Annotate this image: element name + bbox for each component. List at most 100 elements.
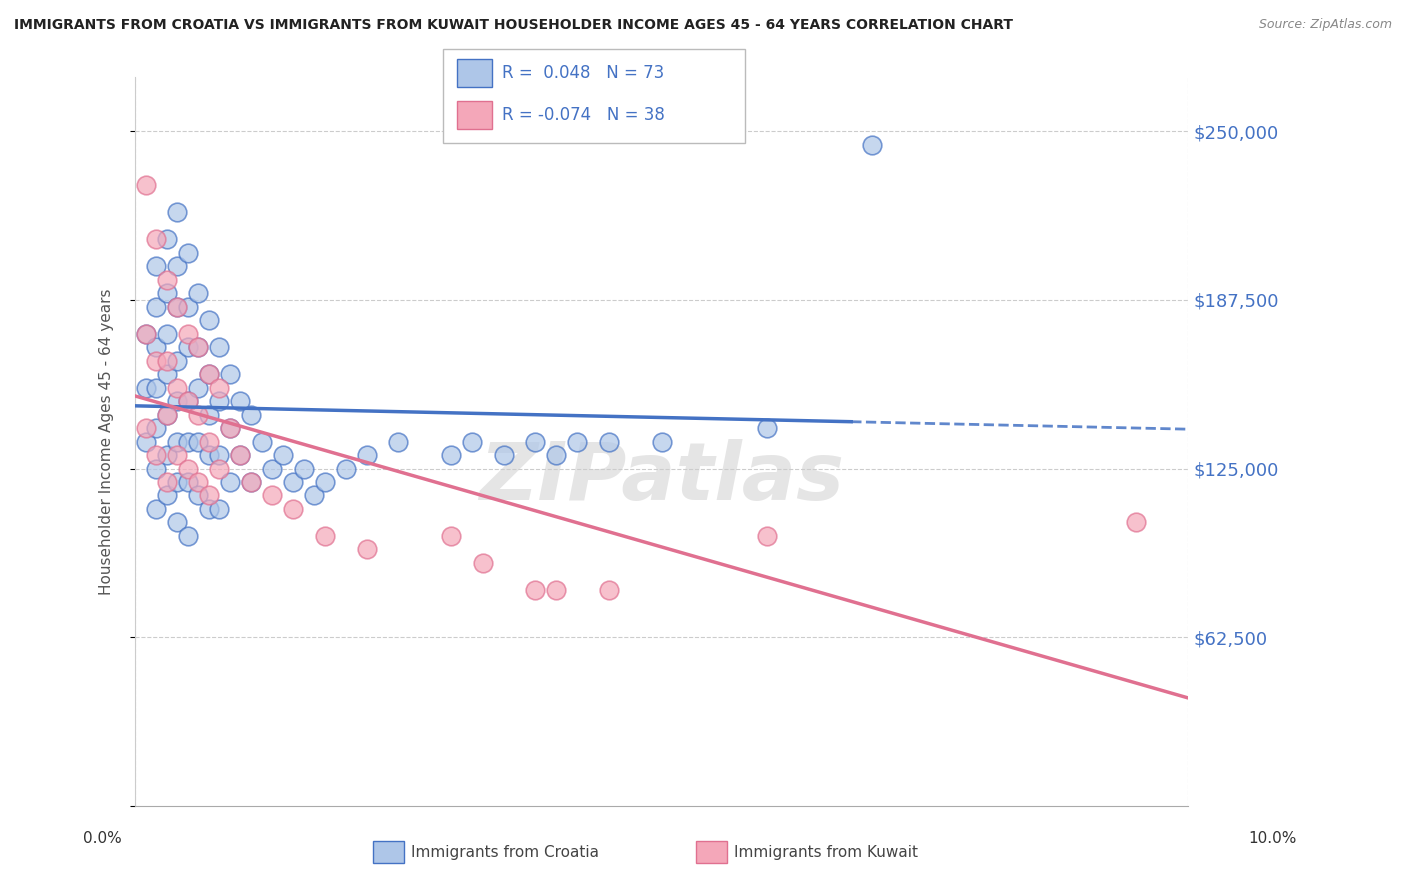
Point: [156, 488, 179, 502]
Point: [187, 286, 209, 301]
Point: [145, 461, 167, 475]
Point: [166, 259, 188, 273]
Point: [219, 367, 242, 381]
Point: [229, 394, 252, 409]
Point: [145, 353, 167, 368]
Point: [755, 529, 778, 543]
Point: [166, 300, 188, 314]
Point: [471, 556, 494, 570]
Point: [314, 475, 336, 489]
Point: [145, 259, 167, 273]
Point: [145, 502, 167, 516]
Point: [156, 448, 179, 462]
Point: [651, 434, 673, 449]
Point: [271, 448, 294, 462]
Text: ZIPatlas: ZIPatlas: [479, 439, 844, 517]
Point: [240, 475, 263, 489]
Point: [166, 300, 188, 314]
Point: [198, 367, 221, 381]
Text: R =  0.048   N = 73: R = 0.048 N = 73: [502, 64, 664, 82]
Point: [387, 434, 409, 449]
Point: [145, 381, 167, 395]
Point: [187, 408, 209, 422]
Point: [177, 434, 200, 449]
Point: [156, 326, 179, 341]
Point: [198, 448, 221, 462]
Point: [208, 340, 231, 354]
Point: [156, 353, 179, 368]
Point: [187, 381, 209, 395]
Point: [219, 421, 242, 435]
Point: [166, 516, 188, 530]
Point: [156, 408, 179, 422]
Point: [208, 381, 231, 395]
Point: [208, 502, 231, 516]
Point: [208, 448, 231, 462]
Point: [145, 300, 167, 314]
Point: [198, 488, 221, 502]
Point: [166, 475, 188, 489]
Point: [208, 394, 231, 409]
Point: [145, 340, 167, 354]
Point: [135, 326, 157, 341]
Text: 10.0%: 10.0%: [1249, 831, 1296, 846]
Point: [229, 448, 252, 462]
Point: [187, 340, 209, 354]
Point: [335, 461, 357, 475]
Point: [135, 381, 157, 395]
Point: [262, 461, 284, 475]
Point: [145, 448, 167, 462]
Point: [166, 448, 188, 462]
Point: [440, 448, 463, 462]
Point: [240, 475, 263, 489]
Point: [166, 381, 188, 395]
Point: [187, 340, 209, 354]
Point: [240, 408, 263, 422]
Point: [598, 434, 620, 449]
Point: [187, 475, 209, 489]
Point: [546, 582, 568, 597]
Point: [135, 421, 157, 435]
Point: [356, 542, 378, 557]
Point: [177, 326, 200, 341]
Point: [177, 340, 200, 354]
Text: IMMIGRANTS FROM CROATIA VS IMMIGRANTS FROM KUWAIT HOUSEHOLDER INCOME AGES 45 - 6: IMMIGRANTS FROM CROATIA VS IMMIGRANTS FR…: [14, 18, 1014, 32]
Text: Immigrants from Kuwait: Immigrants from Kuwait: [734, 846, 918, 860]
Point: [156, 475, 179, 489]
Point: [135, 178, 157, 193]
Point: [546, 448, 568, 462]
Point: [524, 582, 547, 597]
Point: [198, 408, 221, 422]
Point: [302, 488, 325, 502]
Point: [156, 367, 179, 381]
Point: [187, 434, 209, 449]
Point: [567, 434, 589, 449]
Y-axis label: Householder Income Ages 45 - 64 years: Householder Income Ages 45 - 64 years: [100, 288, 114, 595]
Point: [219, 475, 242, 489]
Text: Immigrants from Croatia: Immigrants from Croatia: [411, 846, 599, 860]
Point: [524, 434, 547, 449]
Text: R = -0.074   N = 38: R = -0.074 N = 38: [502, 106, 665, 124]
Point: [198, 313, 221, 327]
Point: [281, 475, 304, 489]
Point: [156, 408, 179, 422]
Point: [177, 300, 200, 314]
Point: [135, 434, 157, 449]
Point: [166, 205, 188, 219]
Point: [198, 434, 221, 449]
Point: [166, 394, 188, 409]
Point: [250, 434, 273, 449]
Point: [177, 461, 200, 475]
Point: [177, 475, 200, 489]
Text: Source: ZipAtlas.com: Source: ZipAtlas.com: [1258, 18, 1392, 31]
Point: [156, 273, 179, 287]
Point: [208, 461, 231, 475]
Point: [262, 488, 284, 502]
Point: [356, 448, 378, 462]
Point: [292, 461, 315, 475]
Point: [145, 232, 167, 246]
Point: [145, 421, 167, 435]
Point: [187, 488, 209, 502]
Point: [229, 448, 252, 462]
Point: [440, 529, 463, 543]
